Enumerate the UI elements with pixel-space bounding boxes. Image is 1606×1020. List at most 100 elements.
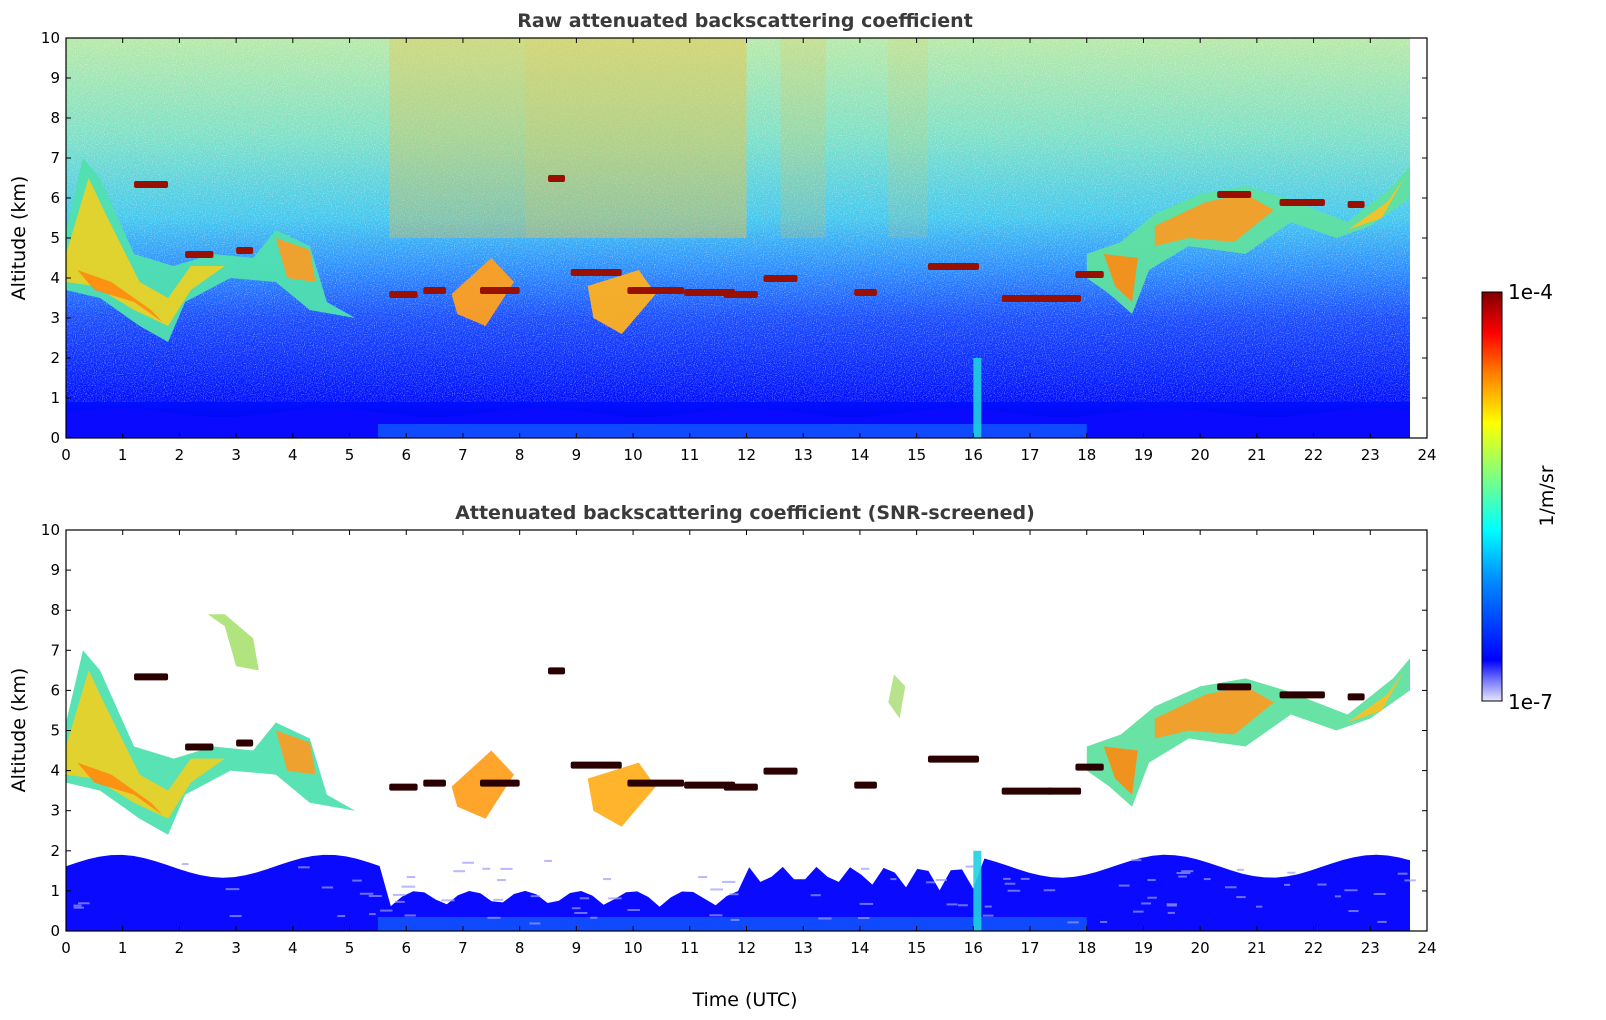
y-tick-label: 4 — [50, 762, 60, 780]
cloud-segment — [1047, 787, 1082, 795]
aerosol-hot-left — [77, 270, 163, 322]
boundary-layer-speckle — [1118, 884, 1130, 887]
raw-y-axis: 0 1 2 3 4 5 6 7 8 9 10 — [41, 29, 1427, 447]
boundary-layer-speckle — [925, 881, 936, 884]
boundary-layer-speckle — [493, 898, 504, 901]
panel-raw-title: Raw attenuated backscattering coefficien… — [517, 10, 973, 32]
x-tick-label: 22 — [1304, 939, 1323, 957]
aerosol-patch-10h — [587, 270, 656, 334]
raw-x-axis: 0 1 2 3 4 5 6 7 8 9 10 11 12 13 14 15 16 17 18 19 20 21 22 23 24 — [61, 38, 1437, 464]
boundary-layer-speckle — [1176, 872, 1191, 875]
boundary-layer-speckle — [229, 915, 242, 918]
cloud-segment — [479, 287, 520, 294]
boundary-layer-speckle — [181, 863, 189, 866]
surface-plume — [973, 358, 982, 438]
cloud-segment — [570, 761, 622, 769]
colorbar: 1e-4 1e-7 1/m/sr — [1481, 280, 1558, 714]
boundary-layer-speckle — [946, 903, 958, 906]
x-tick-label: 9 — [572, 446, 582, 464]
boundary-layer-speckle — [1287, 871, 1296, 874]
boundary-layer-speckle — [1348, 910, 1359, 913]
boundary-layer-speckle — [984, 905, 992, 908]
boundary-layer-speckle — [608, 897, 622, 900]
cloud-segment — [684, 289, 736, 296]
cloud-segment — [763, 275, 798, 282]
panel-raw: Raw attenuated backscattering coefficien… — [8, 10, 1437, 464]
y-tick-label: 1 — [50, 882, 60, 900]
y-tick-label: 9 — [50, 69, 60, 87]
x-tick-label: 0 — [61, 446, 71, 464]
boundary-layer-speckle — [1284, 883, 1291, 886]
colorbar-gradient — [1481, 291, 1503, 702]
boundary-layer-speckle — [1166, 904, 1177, 907]
boundary-layer-speckle — [73, 906, 84, 909]
boundary-layer-speckle — [73, 904, 82, 907]
x-tick-label: 2 — [175, 939, 185, 957]
x-tick-label: 17 — [1020, 939, 1039, 957]
boundary-layer-speckle — [544, 859, 553, 862]
cloud-segment — [1075, 763, 1104, 771]
cloud-segment — [1001, 295, 1053, 302]
boundary-layer-speckle — [1020, 877, 1030, 880]
boundary-layer-speckle — [1141, 902, 1152, 905]
x-tick-label: 13 — [794, 939, 813, 957]
aerosol-core-18h — [1103, 254, 1138, 302]
x-tick-label: 21 — [1247, 939, 1266, 957]
boundary-layer-speckle — [729, 893, 739, 896]
x-tick-label: 15 — [907, 939, 926, 957]
cloud-segment — [854, 781, 877, 789]
aerosol-core-right — [1154, 686, 1274, 739]
cloud-segment — [548, 175, 566, 182]
boundary-layer-speckle — [710, 888, 724, 891]
x-tick-label: 24 — [1417, 446, 1436, 464]
boundary-layer-speckle — [965, 865, 974, 868]
aerosol-layer-right — [1086, 658, 1410, 807]
cloud-segment — [763, 767, 798, 775]
cloud-segment — [134, 673, 169, 681]
boundary-layer-speckle — [1317, 883, 1327, 886]
boundary-layer-speckle — [368, 895, 382, 898]
aerosol-core-right — [1154, 194, 1274, 246]
boundary-layer-speckle — [571, 907, 581, 910]
boundary-layer-speckle — [730, 918, 740, 921]
x-tick-label: 12 — [737, 446, 756, 464]
near-surface-layer — [377, 916, 1087, 931]
surface-plume — [973, 850, 982, 931]
y-tick-label: 2 — [50, 842, 60, 860]
raw-y-axis-label: Altitude (km) — [8, 176, 30, 301]
x-tick-label: 10 — [624, 446, 643, 464]
x-tick-label: 17 — [1020, 446, 1039, 464]
aerosol-layer-right — [1086, 166, 1410, 314]
cloud-segment — [185, 743, 214, 751]
x-tick-label: 9 — [572, 939, 582, 957]
boundary-layer-speckle — [1225, 886, 1237, 889]
boundary-layer-speckle — [1344, 889, 1358, 892]
x-tick-label: 12 — [737, 939, 756, 957]
cloud-segment — [236, 247, 254, 254]
snr-heatmap — [66, 614, 1416, 931]
x-tick-label: 19 — [1134, 939, 1153, 957]
boundary-layer-speckle — [722, 880, 736, 883]
x-tick-label: 3 — [231, 939, 241, 957]
raw-heatmap — [66, 38, 1410, 438]
boundary-layer-speckle — [982, 914, 994, 917]
y-tick-label: 6 — [50, 189, 60, 207]
boundary-layer-speckle — [225, 888, 240, 891]
boundary-layer-speckle — [500, 867, 513, 870]
y-tick-label: 4 — [50, 269, 60, 287]
boundary-layer-speckle — [394, 900, 405, 903]
boundary-layer-speckle — [709, 914, 723, 917]
boundary-layer-speckle — [404, 914, 416, 917]
boundary-layer-speckle — [957, 904, 968, 907]
y-tick-label: 5 — [50, 229, 60, 247]
x-tick-label: 0 — [61, 939, 71, 957]
x-tick-label: 23 — [1361, 446, 1380, 464]
x-tick-label: 1 — [118, 446, 128, 464]
aerosol-patch-4h — [275, 730, 316, 775]
boundary-layer-speckle — [401, 885, 416, 888]
aerosol-core-18h — [1103, 746, 1138, 795]
cloud-segment — [479, 779, 520, 787]
boundary-layer-speckle — [392, 893, 406, 896]
cloud-segment — [570, 269, 622, 276]
x-tick-label: 19 — [1134, 446, 1153, 464]
